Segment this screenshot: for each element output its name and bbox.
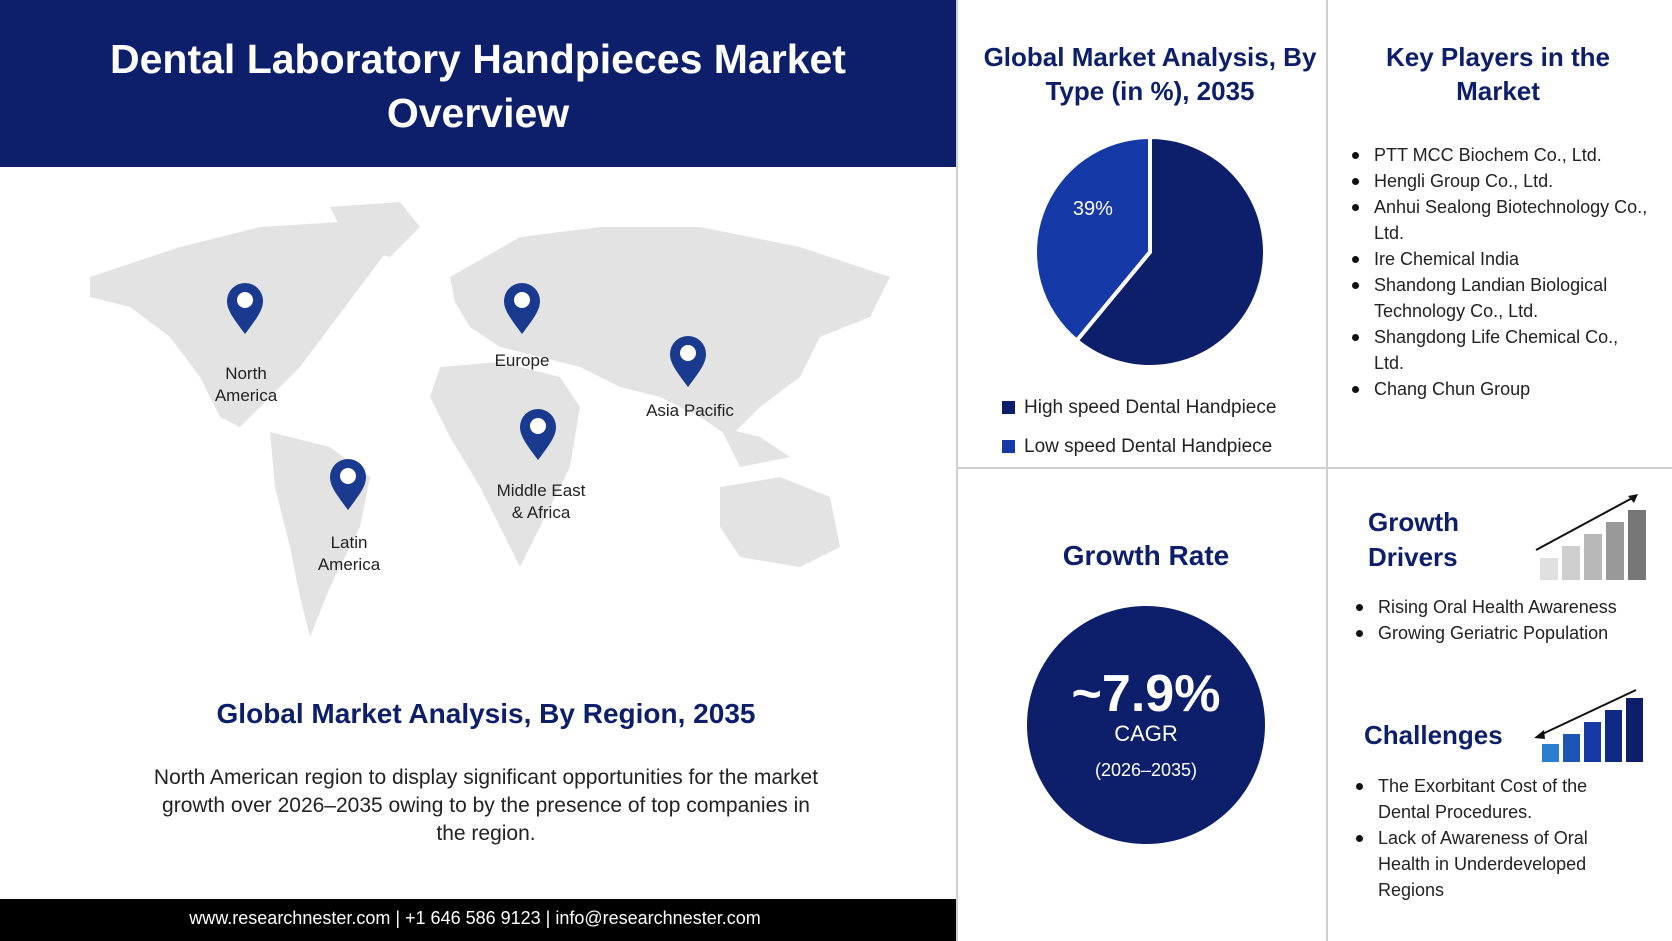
divider	[956, 467, 1672, 469]
list-item: Rising Oral Health Awareness	[1354, 594, 1664, 620]
region-label: Middle East & Africa	[496, 481, 586, 522]
cagr-period: (2026–2035)	[1094, 760, 1198, 780]
legend-swatch	[1002, 440, 1015, 453]
list-item: Ire Chemical India	[1350, 246, 1650, 272]
pin-hole	[514, 292, 530, 308]
list-item: The Exorbitant Cost of the Dental Proced…	[1354, 773, 1604, 825]
pin	[504, 283, 540, 334]
challenges-list: The Exorbitant Cost of the Dental Proced…	[1354, 773, 1604, 903]
world-map	[90, 202, 890, 637]
main-title: Dental Laboratory Handpieces Market Over…	[110, 36, 846, 136]
region-label: Asia Pacific	[646, 401, 734, 420]
list-item: Lack of Awareness of Oral Health in Unde…	[1354, 825, 1604, 903]
growth-rate-title: Growth Rate	[1062, 540, 1230, 571]
pin-hole	[340, 468, 356, 484]
pin	[520, 409, 556, 460]
legend-label: High speed Dental Handpiece	[1024, 396, 1277, 418]
region-label: North America	[214, 364, 278, 405]
legend-swatch	[1002, 401, 1015, 414]
cagr-circle	[1027, 606, 1265, 844]
cagr-label: CAGR	[1114, 721, 1178, 746]
region-description: North American region to display signifi…	[153, 766, 819, 845]
header-band	[0, 0, 956, 167]
pin	[670, 336, 706, 387]
pie-slice	[1073, 134, 1267, 369]
pin-hole	[237, 292, 253, 308]
challenges-title: Challenges	[1364, 720, 1503, 750]
pin	[227, 283, 263, 334]
divider	[956, 0, 958, 941]
region-title: Global Market Analysis, By Region, 2035	[216, 698, 756, 729]
list-item: Hengli Group Co., Ltd.	[1350, 168, 1650, 194]
list-item: Growing Geriatric Population	[1354, 620, 1664, 646]
divider	[1326, 0, 1328, 941]
legend-entry: Low speed Dental Handpiece	[1002, 427, 1276, 466]
footer-text: www.researchnester.com | +1 646 586 9123…	[189, 908, 761, 928]
legend: High speed Dental Handpiece Low speed Den…	[1002, 388, 1276, 466]
list-item: PTT MCC Biochem Co., Ltd.	[1350, 142, 1650, 168]
footer-band	[0, 899, 956, 941]
legend-label: Low speed Dental Handpiece	[1024, 435, 1273, 457]
list-item: Shandong Landian Biological Technology C…	[1350, 272, 1650, 324]
region-label: Europe	[494, 351, 550, 370]
key-players-title: Key Players in the Market	[1386, 42, 1610, 106]
growth-drivers-list: Rising Oral Health Awareness Growing Geri…	[1354, 594, 1664, 646]
pin-shape	[670, 336, 706, 387]
pie-slice	[1033, 134, 1152, 344]
challenges-icon	[1534, 689, 1643, 762]
pie-title: Global Market Analysis, By Type (in %), …	[983, 42, 1317, 106]
list-item: Shangdong Life Chemical Co., Ltd.	[1350, 324, 1650, 376]
pin	[330, 459, 366, 510]
growth-drivers-title: Growth Drivers	[1368, 507, 1459, 572]
pin-shape	[520, 409, 556, 460]
list-item: Chang Chun Group	[1350, 376, 1650, 402]
pin-shape	[227, 283, 263, 334]
key-players-list: PTT MCC Biochem Co., Ltd. Hengli Group Co…	[1350, 142, 1650, 402]
pin-shape	[330, 459, 366, 510]
pin-hole	[680, 345, 696, 361]
cagr-value: ~7.9%	[1071, 665, 1221, 723]
growth-icon	[1535, 494, 1646, 580]
list-item: Anhui Sealong Biotechnology Co., Ltd.	[1350, 194, 1650, 246]
pin-hole	[530, 418, 546, 434]
pie-chart: 39%	[1033, 134, 1267, 369]
pin-shape	[504, 283, 540, 334]
pie-value-label: 39%	[1073, 198, 1113, 220]
region-label: Latin America	[317, 533, 381, 574]
legend-entry: High speed Dental Handpiece	[1002, 388, 1276, 427]
